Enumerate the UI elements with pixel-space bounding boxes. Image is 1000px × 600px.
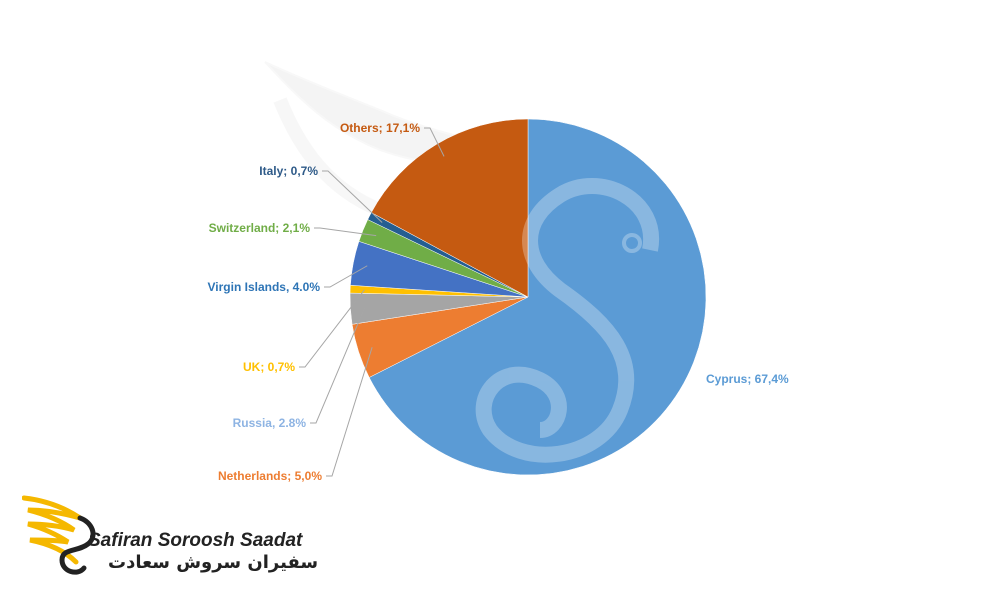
- leader-line-others: [424, 127, 445, 157]
- pie-slices: [349, 118, 707, 476]
- slice-label-netherlands: Netherlands; 5,0%: [218, 469, 322, 483]
- leader-line-switzerland: [314, 227, 377, 237]
- leader-line-netherlands: [326, 347, 373, 477]
- watermark-s-curve: [475, 178, 660, 463]
- slice-label-russia: Russia, 2.8%: [233, 416, 307, 430]
- slice-labels: Cyprus; 67,4% Netherlands; 5,0% Russia, 2.…: [208, 121, 790, 483]
- logo: Safiran Soroosh Saadat سفیران سروش سعادت: [22, 492, 318, 582]
- logo-text-english: Safiran Soroosh Saadat: [88, 530, 303, 551]
- leader-lines: [299, 127, 445, 477]
- slice-label-virgin-islands: Virgin Islands, 4.0%: [208, 280, 321, 294]
- slice-label-uk: UK; 0,7%: [243, 360, 295, 374]
- pie-slice-others: [370, 118, 529, 298]
- slice-label-others: Others; 17,1%: [340, 121, 420, 135]
- leader-line-uk: [299, 289, 365, 368]
- pie-slice-cyprus: [368, 118, 707, 476]
- leader-line-russia: [310, 307, 366, 424]
- leader-line-virgin-islands: [324, 265, 368, 288]
- leader-line-italy: [322, 170, 383, 223]
- slice-label-cyprus: Cyprus; 67,4%: [706, 372, 789, 386]
- slice-label-switzerland: Switzerland; 2,1%: [209, 221, 311, 235]
- watermark-s-shape: [475, 178, 660, 463]
- logo-text-persian: سفیران سروش سعادت: [108, 552, 319, 573]
- slice-label-italy: Italy; 0,7%: [259, 164, 318, 178]
- logo-wing-icon: [22, 495, 96, 575]
- watermark-s-eye: [622, 233, 642, 253]
